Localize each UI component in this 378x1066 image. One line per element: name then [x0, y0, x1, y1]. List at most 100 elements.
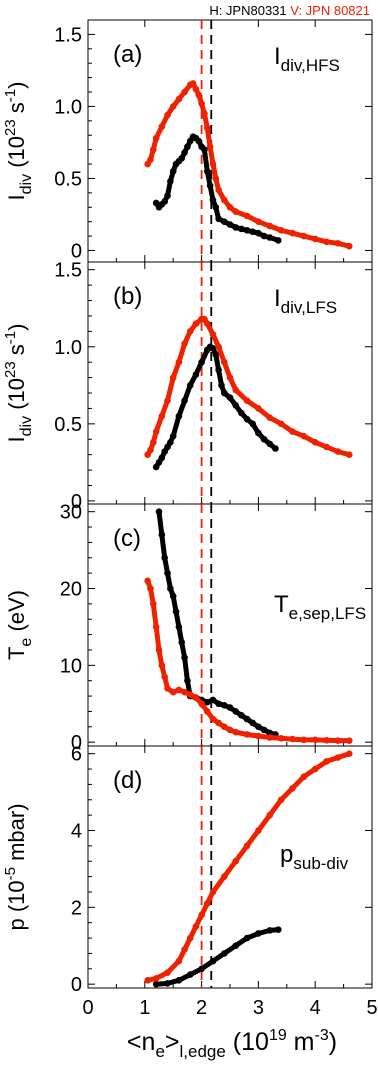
data-point — [266, 414, 274, 421]
data-point — [226, 374, 234, 381]
data-point — [215, 366, 222, 374]
data-point — [169, 592, 177, 600]
data-point — [221, 950, 228, 957]
panel-annotation: Idiv,HFS — [274, 43, 340, 75]
data-point — [167, 585, 174, 592]
data-point — [175, 686, 183, 694]
data-point — [152, 623, 160, 631]
data-point — [311, 439, 319, 446]
data-point — [189, 80, 197, 87]
y-tick-label: 1.5 — [54, 24, 82, 46]
data-point — [181, 654, 188, 661]
data-point — [345, 737, 353, 744]
x-tick-label: 1 — [139, 997, 150, 1019]
panel-tag: (c) — [113, 525, 141, 552]
data-point — [167, 439, 174, 446]
data-point — [226, 203, 234, 211]
data-point — [311, 736, 319, 744]
data-point — [243, 227, 251, 234]
panel-c: 0 10 20 30 (c) Te,sep,LFS Te (eV) — [4, 502, 373, 754]
data-point — [209, 345, 217, 352]
panel-tag: (b) — [113, 283, 142, 310]
y-tick-label: 1.0 — [54, 337, 82, 359]
data-point — [300, 736, 308, 744]
data-point — [152, 980, 160, 988]
data-point — [164, 569, 171, 577]
data-point — [255, 218, 262, 225]
y-tick-label: 0.5 — [54, 168, 82, 190]
data-point — [198, 700, 205, 708]
data-point — [221, 218, 228, 225]
data-point — [155, 646, 163, 654]
data-point — [161, 554, 168, 562]
data-point — [175, 623, 183, 631]
data-point — [215, 343, 222, 351]
data-point — [147, 585, 154, 592]
data-point — [323, 238, 330, 246]
data-point — [215, 719, 222, 727]
data-point — [323, 736, 330, 744]
data-point — [152, 428, 160, 435]
data-point — [158, 662, 166, 669]
data-point — [266, 234, 274, 241]
data-point — [289, 735, 296, 743]
x-tick-label: 0 — [82, 997, 93, 1019]
data-point — [255, 723, 262, 731]
data-point — [161, 198, 168, 205]
data-point — [164, 980, 171, 987]
x-axis-label: <ne>l,edge (1019 m-3) — [127, 1027, 337, 1061]
panel-annotation: Te,sep,LFS — [274, 591, 366, 623]
data-point — [195, 91, 203, 99]
y-axis-label: Idiv (1023 s-1) — [2, 82, 35, 201]
data-point — [167, 178, 174, 185]
data-point — [221, 196, 228, 204]
data-point — [152, 975, 160, 982]
data-point — [345, 750, 353, 757]
data-point — [212, 351, 220, 358]
series-line — [145, 316, 352, 458]
data-point — [221, 723, 228, 731]
data-point — [192, 320, 200, 327]
data-point — [192, 694, 200, 701]
data-point — [215, 186, 222, 194]
data-point — [172, 608, 180, 615]
data-point — [198, 100, 205, 107]
data-point — [195, 137, 203, 145]
data-point — [209, 888, 217, 896]
data-point — [158, 454, 166, 462]
y-tick-label: 0 — [71, 732, 82, 754]
data-point — [277, 735, 285, 742]
y-axis-label: p (10-5 mbar) — [2, 803, 29, 930]
panel-b: 0 0.5 1.0 1.5 (b) Idiv,LFS Idiv (1023 s-1) — [2, 260, 373, 513]
data-point — [164, 111, 171, 119]
data-point — [232, 728, 239, 736]
data-point — [209, 957, 217, 965]
data-point — [186, 328, 194, 335]
data-point — [266, 734, 274, 741]
data-point — [158, 412, 166, 420]
data-point — [243, 397, 251, 405]
data-point — [144, 977, 151, 984]
data-point — [289, 428, 296, 435]
data-point — [164, 969, 171, 976]
data-point — [221, 389, 228, 397]
panel-annotation: psub-div — [280, 841, 349, 873]
data-point — [277, 420, 285, 428]
data-point — [260, 435, 268, 443]
data-point — [274, 237, 282, 244]
data-point — [169, 374, 177, 381]
data-point — [323, 443, 330, 451]
data-point — [181, 149, 188, 156]
legend-red-label: V: JPN 80821 — [290, 3, 370, 18]
data-point — [209, 196, 217, 204]
data-point — [155, 508, 163, 515]
panel-annotation: Idiv,LFS — [274, 285, 337, 317]
data-point — [243, 731, 251, 738]
data-point — [192, 923, 200, 930]
panel-tag: (a) — [113, 41, 142, 68]
data-point — [209, 331, 217, 338]
data-point — [203, 708, 211, 715]
data-point — [243, 842, 251, 850]
data-point — [221, 358, 228, 366]
